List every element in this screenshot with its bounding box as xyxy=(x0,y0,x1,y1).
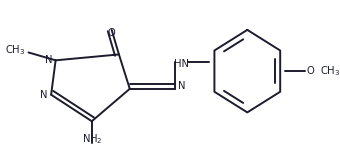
Text: HN: HN xyxy=(174,59,189,69)
Text: O: O xyxy=(108,28,116,38)
Text: CH$_3$: CH$_3$ xyxy=(5,44,26,57)
Text: NH$_2$: NH$_2$ xyxy=(82,132,102,146)
Text: O: O xyxy=(307,66,315,76)
Text: N: N xyxy=(178,81,185,91)
Text: N: N xyxy=(40,90,48,100)
Text: N: N xyxy=(45,55,52,65)
Text: CH$_3$: CH$_3$ xyxy=(320,64,340,78)
